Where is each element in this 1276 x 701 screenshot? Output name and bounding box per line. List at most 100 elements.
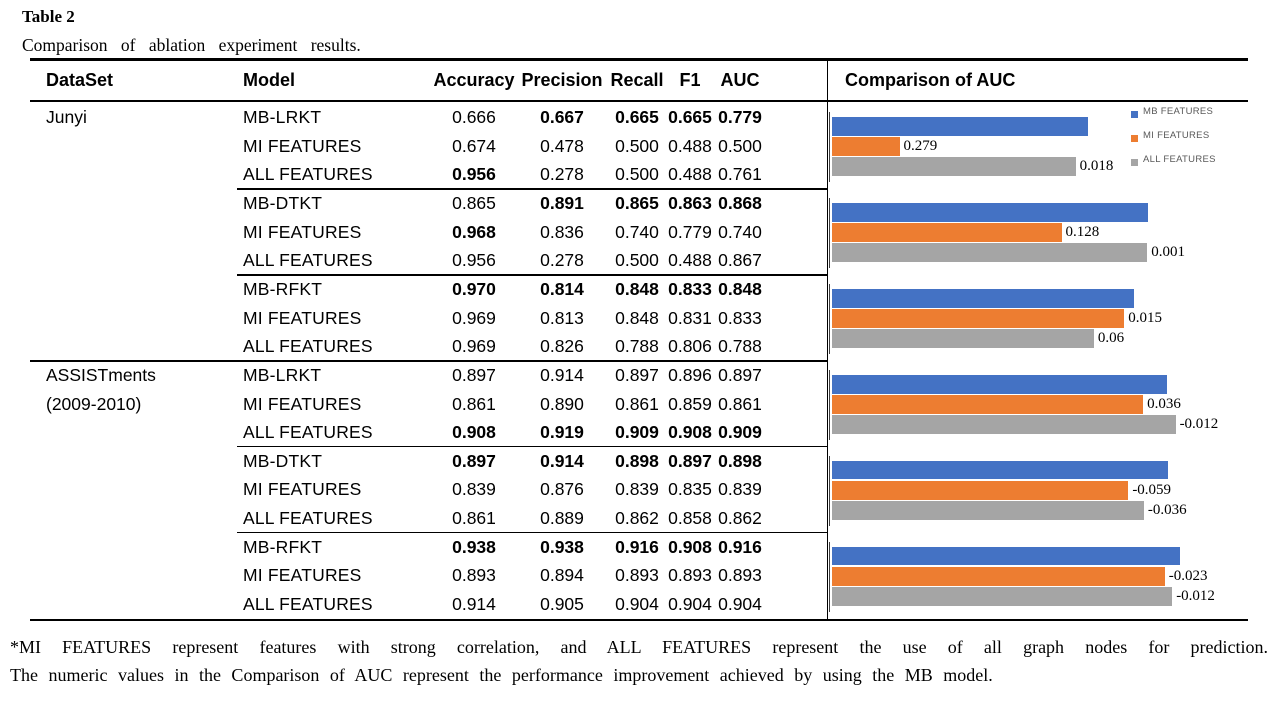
table-row: MI FEATURES 0.674 0.478 0.500 0.488 0.500 <box>30 132 828 161</box>
rule-vertical-divider <box>826 58 828 621</box>
auc-bar-chart: 0.036 -0.012 <box>828 369 1252 440</box>
metric-value: 0.488 <box>668 135 712 156</box>
metric-value: 0.488 <box>668 250 712 271</box>
metric-value: 0.891 <box>540 192 584 213</box>
metric-value: 0.904 <box>718 594 762 615</box>
table-row: ALL FEATURES 0.914 0.905 0.904 0.904 0.904 <box>30 590 828 619</box>
metric-value: 0.905 <box>540 594 584 615</box>
metric-value: 0.876 <box>540 479 584 500</box>
metric-value: 0.500 <box>718 135 762 156</box>
metric-value: 0.909 <box>615 422 659 443</box>
model-cell: MB-LRKT <box>243 107 322 127</box>
table-row: MI FEATURES 0.893 0.894 0.893 0.893 0.893 <box>30 561 828 590</box>
model-cell: MI FEATURES <box>243 479 362 500</box>
metric-value: 0.835 <box>668 479 712 500</box>
rule-bottom <box>30 618 1248 622</box>
metric-value: 0.969 <box>452 307 496 328</box>
metric-value: 0.861 <box>615 393 659 414</box>
metric-value: 0.831 <box>668 307 712 328</box>
bar-value-label: 0.06 <box>1097 330 1125 347</box>
mb-features-bar <box>832 546 1181 566</box>
metric-value: 0.909 <box>718 422 762 443</box>
mb-features-swatch-icon <box>1131 111 1138 118</box>
metric-value: 0.836 <box>540 221 584 242</box>
all-features-bar <box>832 329 1094 348</box>
model-cell: MI FEATURES <box>243 565 362 586</box>
chart-axis-line <box>828 112 830 182</box>
table-row: MB-DTKT 0.865 0.891 0.865 0.863 0.868 <box>30 189 828 218</box>
bar-value-label: 0.015 <box>1128 310 1163 327</box>
metric-value: 0.813 <box>540 307 584 328</box>
header-model: Model <box>243 70 295 90</box>
mi-features-bar <box>832 480 1129 500</box>
header-auc: AUC <box>720 70 760 90</box>
metric-value: 0.914 <box>452 594 496 615</box>
table-caption: Comparison of ablation experiment result… <box>22 35 361 55</box>
mi-features-swatch-icon <box>1131 135 1138 142</box>
metric-value: 0.908 <box>668 422 712 443</box>
table-row: MI FEATURES 0.839 0.876 0.839 0.835 0.839 <box>30 475 828 504</box>
metric-value: 0.897 <box>452 364 496 385</box>
rule-top <box>30 58 1248 61</box>
metric-value: 0.968 <box>452 221 496 242</box>
metric-value: 0.788 <box>615 336 659 357</box>
metric-value: 0.833 <box>718 307 762 328</box>
model-cell: MB-RFKT <box>243 278 323 299</box>
metric-value: 0.890 <box>540 393 584 414</box>
metric-value: 0.862 <box>718 508 762 529</box>
bar-value-label: -0.059 <box>1132 481 1172 498</box>
metric-value: 0.839 <box>452 479 496 500</box>
metric-value: 0.667 <box>540 107 584 127</box>
table-row: MB-RFKT 0.970 0.814 0.848 0.833 0.848 <box>30 275 828 304</box>
bar-value-label: 0.279 <box>903 138 938 155</box>
dataset-label: ASSISTments <box>46 364 156 385</box>
model-cell: ALL FEATURES <box>243 164 373 185</box>
metric-value: 0.848 <box>718 278 762 299</box>
model-cell: ALL FEATURES <box>243 250 373 271</box>
metric-value: 0.861 <box>718 393 762 414</box>
legend-label: MB FEATURES <box>1143 106 1214 117</box>
metric-value: 0.839 <box>615 479 659 500</box>
metric-value: 0.826 <box>540 336 584 357</box>
metric-value: 0.898 <box>615 450 659 471</box>
rule-group-separator <box>237 532 827 534</box>
metric-value: 0.889 <box>540 508 584 529</box>
metric-value: 0.666 <box>452 107 496 127</box>
footnote-line-1: *MI FEATURES represent features with str… <box>10 637 1268 657</box>
metric-value: 0.898 <box>718 450 762 471</box>
metric-value: 0.779 <box>718 107 762 127</box>
metric-value: 0.814 <box>540 278 584 299</box>
metric-value: 0.897 <box>668 450 712 471</box>
model-cell: MI FEATURES <box>243 307 362 328</box>
chart-axis-line <box>828 283 830 354</box>
legend-label: MI FEATURES <box>1143 130 1210 141</box>
bar-value-label: -0.023 <box>1168 567 1208 584</box>
rule-group-separator <box>237 446 827 448</box>
model-cell: ALL FEATURES <box>243 336 373 357</box>
table-row: Junyi MB-LRKT 0.666 0.667 0.665 0.665 0.779 <box>30 103 828 132</box>
metric-value: 0.861 <box>452 508 496 529</box>
footnote-line-2: The numeric values in the Comparison of … <box>10 665 993 685</box>
all-features-bar <box>832 157 1076 177</box>
header-precision: Precision <box>521 70 603 90</box>
table-row: ALL FEATURES 0.956 0.278 0.500 0.488 0.761 <box>30 160 828 189</box>
rule-dataset-separator <box>30 360 827 363</box>
metric-value: 0.956 <box>452 250 496 271</box>
header-f1: F1 <box>679 70 701 90</box>
model-cell: MB-DTKT <box>243 192 323 213</box>
metric-value: 0.859 <box>668 393 712 414</box>
model-cell: MB-LRKT <box>243 364 322 385</box>
metric-value: 0.919 <box>540 422 584 443</box>
metric-value: 0.916 <box>718 536 762 557</box>
metric-value: 0.278 <box>540 250 584 271</box>
table-row: ALL FEATURES 0.861 0.889 0.862 0.858 0.862 <box>30 504 828 533</box>
metric-value: 0.868 <box>718 192 762 213</box>
metric-value: 0.916 <box>615 536 659 557</box>
rule-group-separator <box>237 274 827 276</box>
table-row: MB-DTKT 0.897 0.914 0.898 0.897 0.898 <box>30 447 828 476</box>
metric-value: 0.938 <box>452 536 496 557</box>
metric-value: 0.665 <box>668 107 712 127</box>
all-features-swatch-icon <box>1131 159 1138 166</box>
mi-features-bar <box>832 137 900 156</box>
header-auc-comparison: Comparison of AUC <box>845 70 1016 90</box>
